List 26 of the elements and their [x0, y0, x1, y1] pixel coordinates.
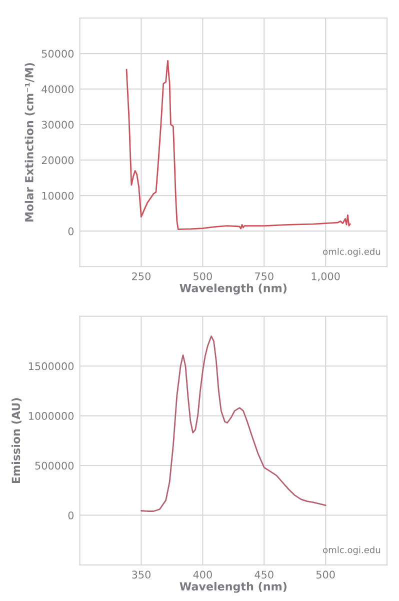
annotation: omlc.ogi.edu	[323, 546, 380, 555]
y-tick-label: 0	[68, 511, 74, 520]
x-tick-label: 350	[132, 570, 150, 579]
y-axis-title: Molar Extinction (cm⁻¹/M)	[24, 63, 35, 222]
y-tick-label: 0	[68, 227, 74, 236]
x-tick-label: 250	[132, 272, 150, 280]
line-series	[126, 60, 351, 230]
x-tick-label: 750	[255, 272, 274, 280]
x-tick-label: 1,000	[312, 272, 340, 282]
x-axis-title: Wavelength (nm)	[180, 284, 286, 294]
x-tick-label: 500	[316, 570, 335, 579]
y-tick-label: 30000	[42, 120, 74, 129]
x-tick-label: 450	[254, 570, 274, 579]
y-axis-title: Emission (AU)	[12, 398, 22, 484]
y-tick-label: 1000000	[28, 412, 74, 420]
x-tick-label: 500	[194, 272, 212, 280]
y-tick-label: 10000	[42, 192, 74, 200]
y-tick-label: 20000	[42, 156, 74, 164]
x-axis-title: Wavelength (nm)	[180, 582, 286, 593]
x-tick-label: 400	[193, 570, 212, 579]
y-tick-label: 40000	[42, 85, 74, 94]
line-series	[140, 336, 326, 512]
y-tick-label: 1500000	[28, 362, 74, 370]
y-tick-label: 500000	[35, 462, 74, 470]
annotation: omlc.ogi.edu	[323, 248, 380, 257]
y-tick-label: 50000	[42, 50, 74, 58]
